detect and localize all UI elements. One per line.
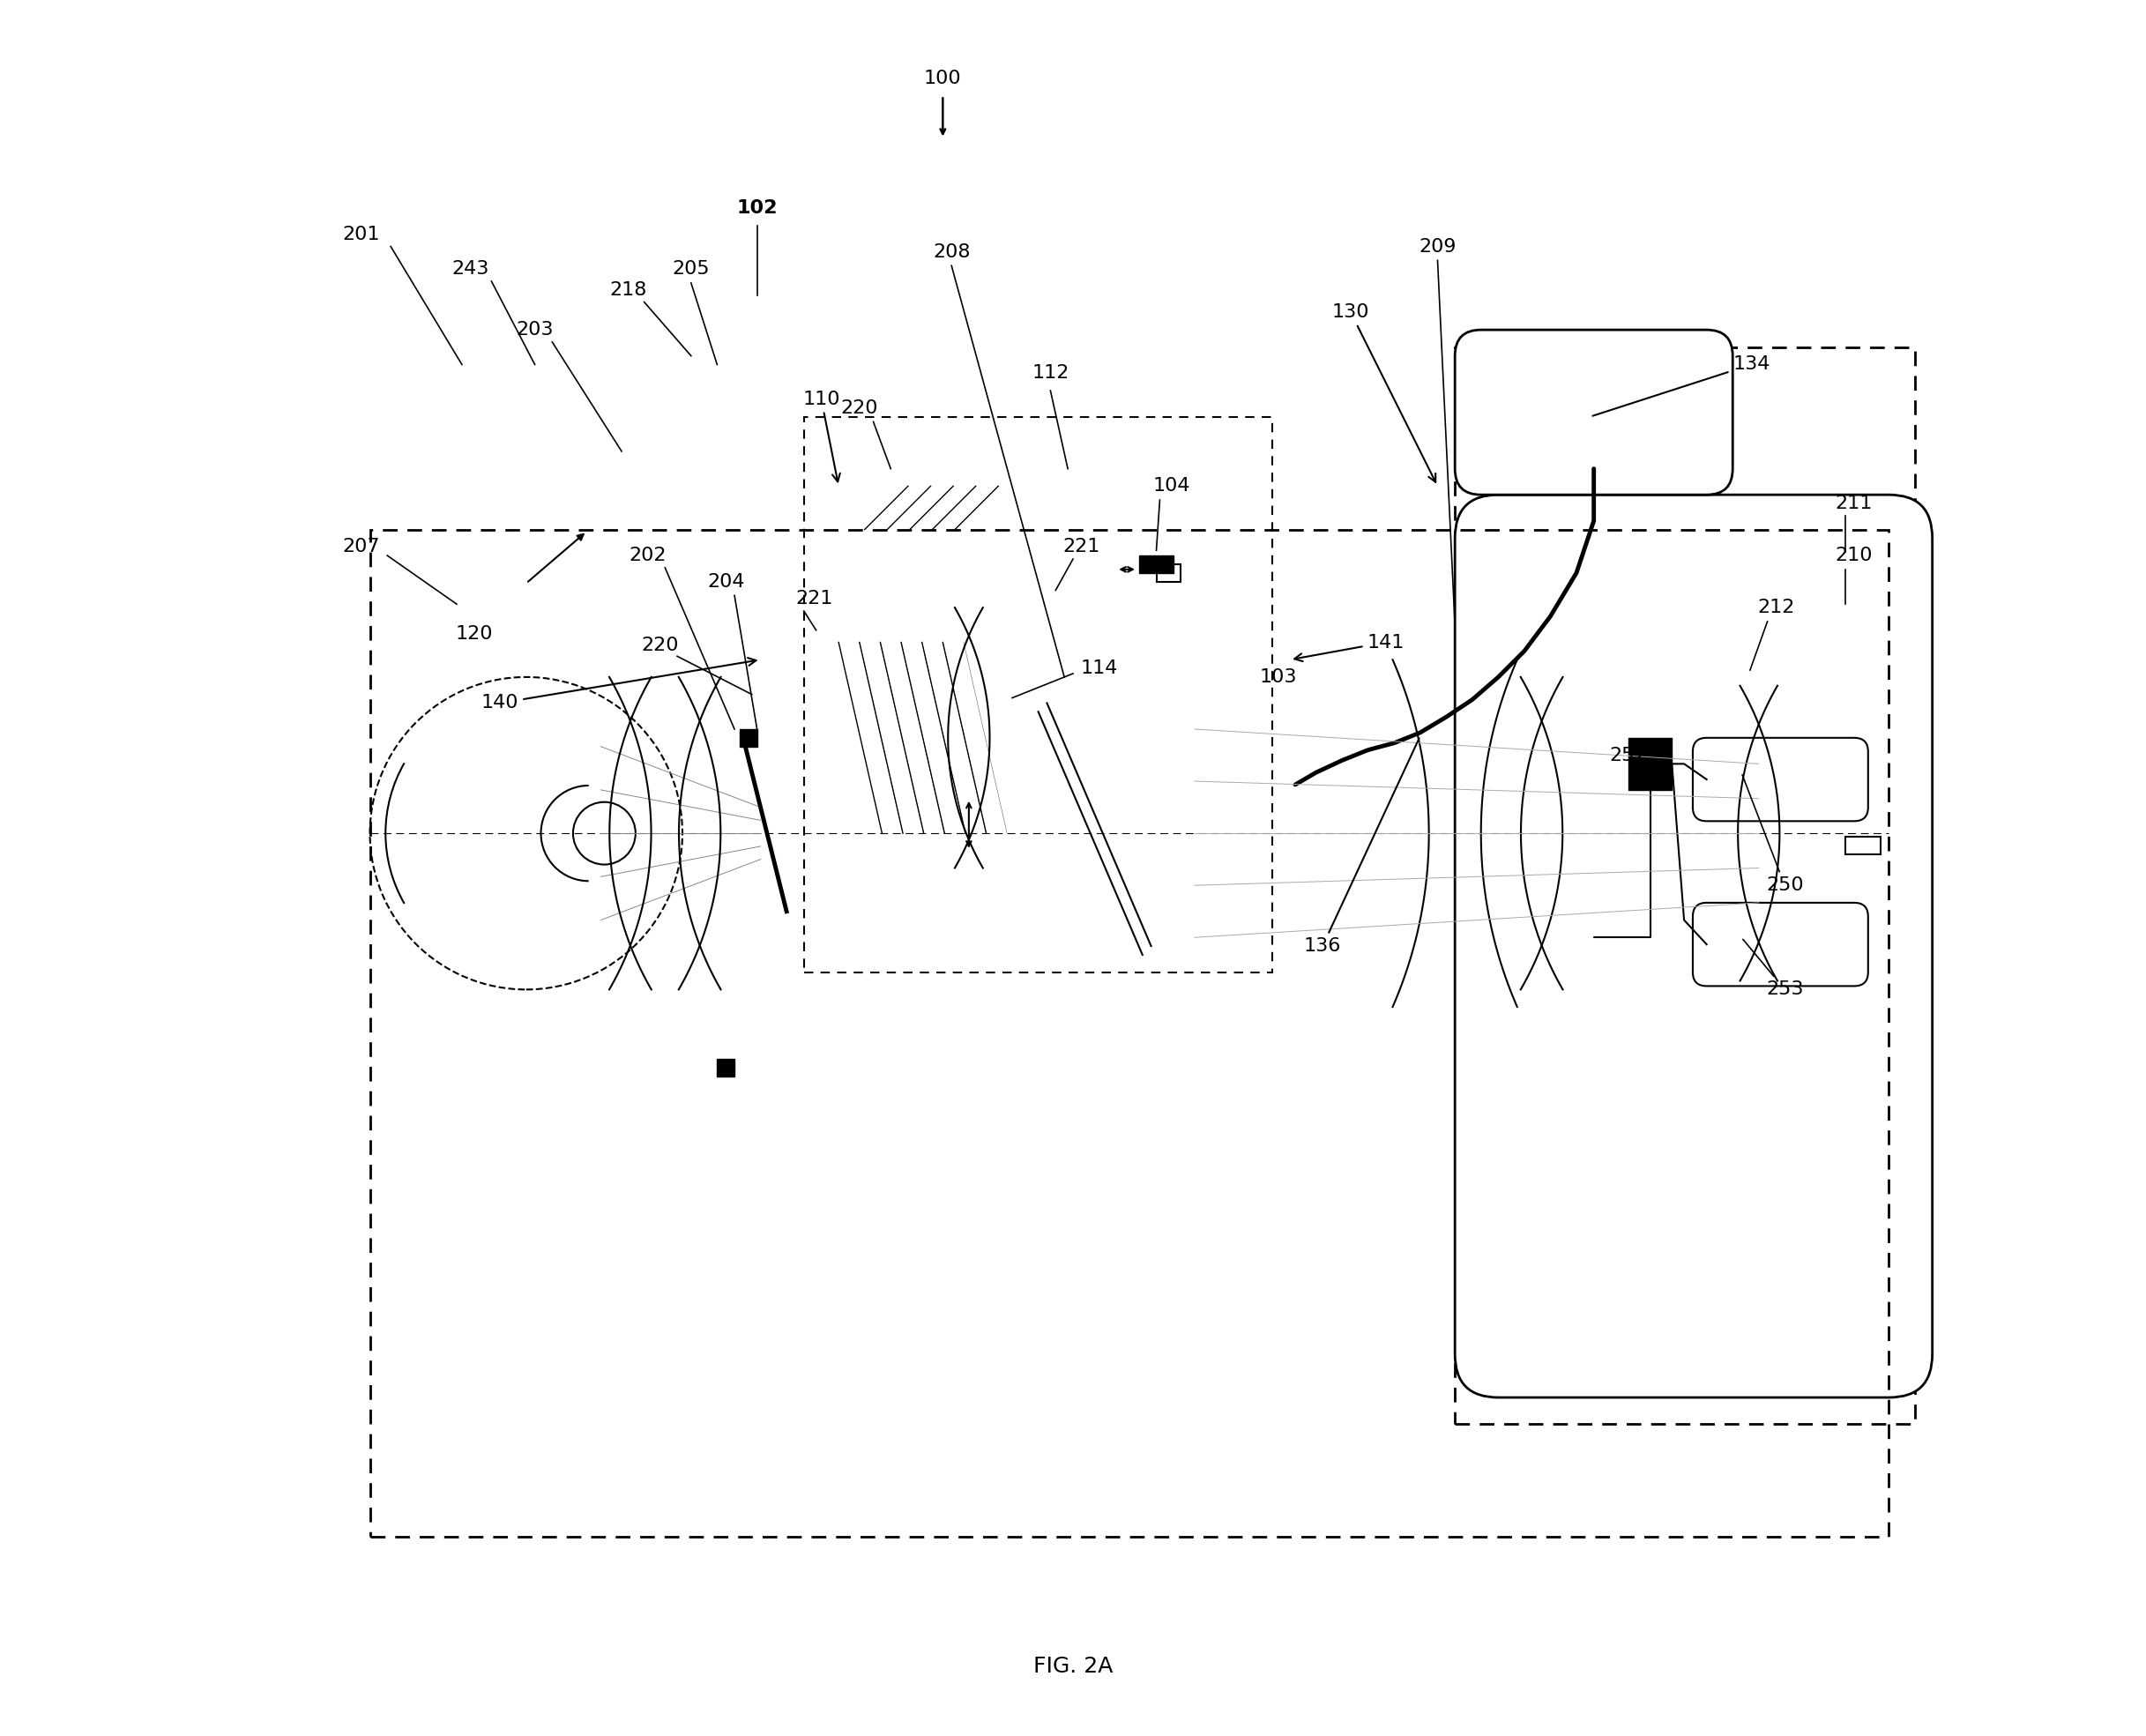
Text: 205: 205 — [672, 260, 710, 278]
Text: 253: 253 — [1743, 939, 1803, 998]
Text: 201: 201 — [343, 226, 380, 243]
Text: 220: 220 — [642, 637, 678, 654]
Text: 102: 102 — [736, 200, 777, 217]
FancyBboxPatch shape — [1693, 738, 1869, 821]
Polygon shape — [740, 729, 758, 746]
Text: 212: 212 — [1758, 599, 1794, 616]
Text: 211: 211 — [1835, 495, 1873, 512]
Text: 250: 250 — [1743, 774, 1803, 894]
Text: 110: 110 — [803, 391, 839, 481]
Text: 221: 221 — [1062, 538, 1101, 556]
FancyBboxPatch shape — [1693, 903, 1869, 986]
Text: 209: 209 — [1419, 238, 1457, 255]
Polygon shape — [1140, 556, 1174, 573]
Text: 141: 141 — [1294, 634, 1403, 661]
Text: 218: 218 — [609, 281, 648, 299]
Text: 207: 207 — [343, 538, 380, 556]
Text: 220: 220 — [841, 399, 878, 417]
Text: 202: 202 — [629, 547, 667, 564]
Text: 140: 140 — [481, 658, 755, 712]
Text: 103: 103 — [1260, 668, 1296, 686]
Polygon shape — [1629, 738, 1672, 790]
Text: 252: 252 — [1610, 746, 1648, 764]
Text: 100: 100 — [925, 69, 961, 87]
FancyBboxPatch shape — [1455, 495, 1931, 1397]
FancyBboxPatch shape — [1455, 330, 1732, 495]
Text: 130: 130 — [1333, 304, 1436, 483]
Text: 112: 112 — [1032, 365, 1069, 382]
Text: 221: 221 — [796, 590, 833, 608]
Text: 114: 114 — [1079, 660, 1118, 677]
Text: 136: 136 — [1305, 738, 1419, 955]
Text: 204: 204 — [706, 573, 745, 590]
Text: 243: 243 — [453, 260, 489, 278]
Text: 120: 120 — [455, 625, 494, 642]
Text: 104: 104 — [1152, 477, 1191, 495]
Text: 208: 208 — [934, 243, 970, 260]
Text: 203: 203 — [515, 321, 554, 339]
Polygon shape — [717, 1059, 734, 1076]
Text: 210: 210 — [1835, 547, 1873, 564]
Text: 134: 134 — [1592, 356, 1770, 417]
Text: FIG. 2A: FIG. 2A — [1032, 1656, 1114, 1677]
